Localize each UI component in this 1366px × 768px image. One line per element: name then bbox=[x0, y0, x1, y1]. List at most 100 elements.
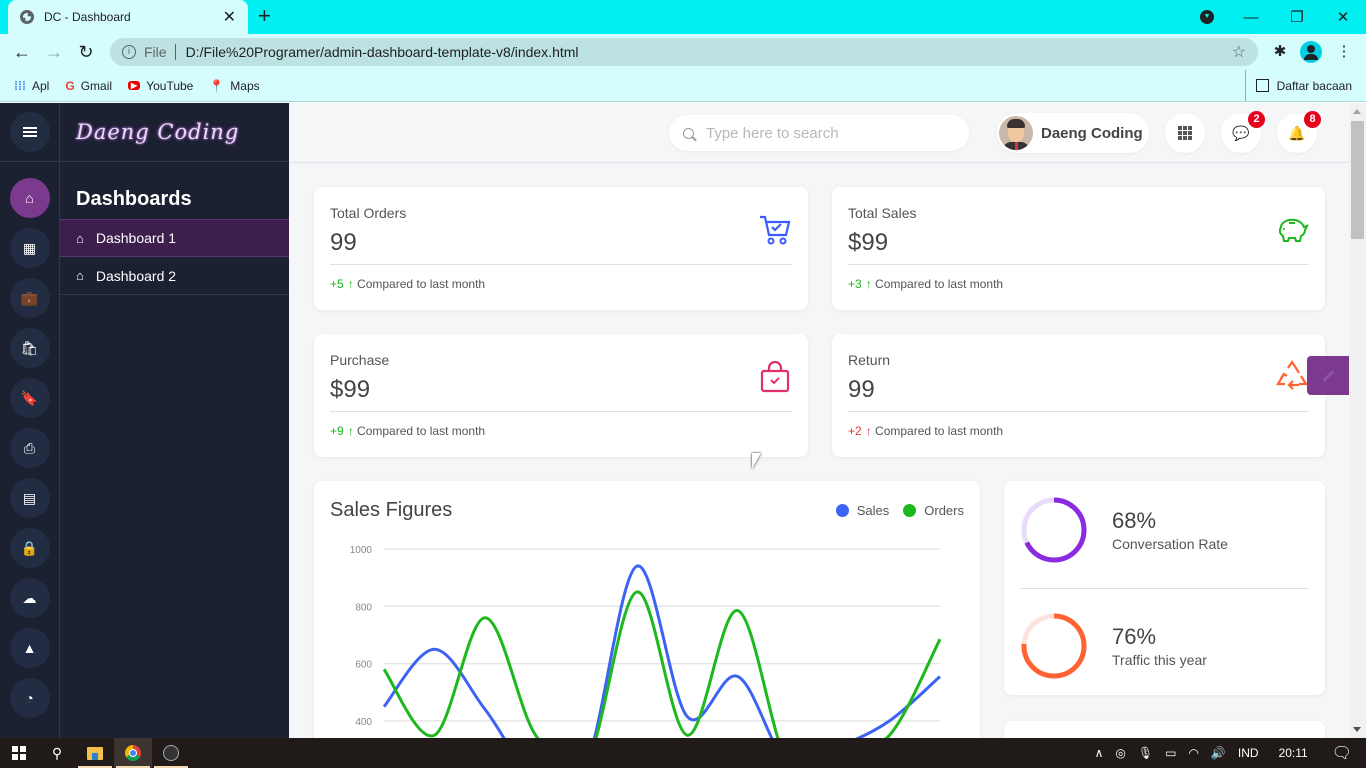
restore-button[interactable]: ❐ bbox=[1290, 9, 1304, 26]
rail-print-button[interactable]: ⎙ bbox=[9, 428, 50, 468]
minimize-button[interactable]: — bbox=[1243, 8, 1259, 26]
bookmark-star-icon[interactable]: ☆ bbox=[1231, 44, 1246, 61]
cloud-download-icon: ☁ bbox=[22, 589, 37, 606]
rail-bookmark-button[interactable]: 🔖 bbox=[9, 378, 50, 418]
profile-avatar-icon[interactable] bbox=[1300, 41, 1322, 63]
sales-line-chart[interactable]: 1000 800 600 400 bbox=[314, 531, 980, 738]
action-center-icon[interactable]: 🗨 bbox=[1331, 745, 1352, 762]
stat-card-purchase: Purchase $99 +9 ↑ Compared to last month bbox=[314, 334, 808, 457]
series-line-sales[interactable] bbox=[382, 564, 941, 738]
windows-taskbar: ⚲ ∧ ◎ 🎙 ▭ ◠ 🔊 IND 20:11 🗨 bbox=[0, 738, 1366, 768]
menu-toggle-button[interactable] bbox=[9, 112, 50, 152]
stat-card-total-sales: Total Sales $99 +3 ↑ Compared to last mon… bbox=[832, 187, 1325, 310]
stat-label: Purchase bbox=[330, 352, 390, 368]
pencil-icon bbox=[1321, 369, 1335, 382]
browser-toolbar: ← → ↻ i File D:/File%20Programer/admin-d… bbox=[0, 34, 1366, 70]
rail-invoice-button[interactable]: ▤ bbox=[9, 478, 50, 518]
series-line-orders[interactable] bbox=[382, 590, 942, 738]
rail-lock-button[interactable]: 🔒 bbox=[9, 528, 50, 568]
shopping-bag-icon: 🛍 bbox=[20, 339, 39, 356]
reload-button[interactable]: ↻ bbox=[78, 42, 94, 62]
forward-button[interactable]: → bbox=[45, 42, 63, 62]
pie-chart-icon: ◔ bbox=[25, 690, 34, 706]
stat-label: Return bbox=[848, 352, 891, 368]
bookmark-label: Gmail bbox=[80, 78, 113, 93]
theme-customizer-button[interactable] bbox=[1307, 356, 1349, 395]
sidebar-item-label: Dashboard 2 bbox=[95, 267, 177, 284]
address-bar[interactable]: i File D:/File%20Programer/admin-dashboa… bbox=[110, 38, 1258, 66]
messages-button[interactable]: 💬 2 bbox=[1221, 111, 1265, 153]
close-window-button[interactable]: ✕ bbox=[1336, 9, 1350, 26]
rail-home-button[interactable]: ⌂ bbox=[9, 178, 50, 218]
language-indicator[interactable]: IND bbox=[1237, 746, 1259, 760]
search-input[interactable] bbox=[706, 124, 946, 142]
legend-label[interactable]: Sales bbox=[856, 503, 890, 518]
chrome-taskbar-button[interactable] bbox=[114, 738, 152, 768]
sidebar-item-dashboard-1[interactable]: ⌂ Dashboard 1 bbox=[60, 219, 289, 257]
home-icon: ⌂ bbox=[25, 190, 34, 206]
notifications-button[interactable]: 🔔 8 bbox=[1277, 111, 1321, 153]
start-button[interactable] bbox=[0, 738, 38, 768]
stat-label: Total Sales bbox=[848, 205, 917, 221]
stat-footer: +2 ↑ Compared to last month bbox=[848, 424, 1003, 438]
file-explorer-button[interactable] bbox=[76, 738, 114, 768]
stat-footer: +9 ↑ Compared to last month bbox=[330, 424, 485, 438]
legend-label[interactable]: Orders bbox=[924, 503, 964, 518]
browser-tab-strip: DC - Dashboard ✕ + ▼ — ❐ ✕ bbox=[0, 0, 1366, 34]
bookmark-gmail[interactable]: G Gmail bbox=[65, 79, 112, 93]
rail-chart-button[interactable]: ◔ bbox=[9, 678, 50, 718]
wifi-icon[interactable]: ◠ bbox=[1188, 746, 1199, 760]
scroll-thumb[interactable] bbox=[1351, 121, 1364, 239]
extensions-puzzle-icon[interactable]: ✱ bbox=[1273, 43, 1287, 60]
search-icon bbox=[683, 127, 694, 139]
search-box[interactable] bbox=[669, 115, 969, 151]
reading-list-button[interactable]: Daftar bacaan bbox=[1244, 70, 1352, 101]
stat-value: 99 bbox=[848, 376, 875, 403]
rail-cone-button[interactable]: ▲ bbox=[9, 628, 50, 668]
search-taskbar-button[interactable]: ⚲ bbox=[38, 738, 76, 768]
browser-tab[interactable]: DC - Dashboard ✕ bbox=[8, 0, 248, 34]
rail-briefcase-button[interactable]: 💼 bbox=[9, 278, 50, 318]
apps-button[interactable] bbox=[1165, 113, 1205, 153]
battery-icon[interactable]: ▭ bbox=[1165, 746, 1177, 760]
home-outline-icon: ⌂ bbox=[76, 268, 84, 283]
rail-apps-button[interactable]: ▦ bbox=[9, 228, 50, 268]
stat-card-total-orders: Total Orders 99 +5 ↑ Compared to last mon… bbox=[314, 187, 808, 310]
volume-icon[interactable]: 🔊 bbox=[1210, 746, 1226, 760]
info-icon[interactable]: i bbox=[122, 45, 136, 59]
bookmark-maps[interactable]: 📍 Maps bbox=[209, 79, 259, 93]
logo[interactable]: Daeng Coding bbox=[60, 103, 289, 162]
scroll-down-arrow[interactable] bbox=[1353, 727, 1361, 732]
obs-tray-icon[interactable]: ◎ bbox=[1115, 746, 1126, 760]
system-tray: ∧ ◎ 🎙 ▭ ◠ 🔊 IND 20:11 🗨 bbox=[1089, 738, 1366, 768]
tab-search-icon[interactable]: ▼ bbox=[1200, 10, 1214, 24]
user-menu[interactable]: Daeng Coding bbox=[997, 113, 1149, 153]
microphone-icon[interactable]: 🎙 bbox=[1137, 746, 1154, 760]
bookmark-label: Maps bbox=[230, 78, 260, 93]
clock[interactable]: 20:11 bbox=[1278, 746, 1308, 760]
bookmark-label: Apl bbox=[32, 78, 50, 93]
sidebar-item-dashboard-2[interactable]: ⌂ Dashboard 2 bbox=[60, 257, 289, 295]
arrow-up-icon: ↑ bbox=[865, 424, 876, 438]
bookmark-apps[interactable]: ⁞⁞⁞ Apl bbox=[14, 79, 49, 93]
back-button[interactable]: ← bbox=[13, 42, 31, 62]
browser-menu-icon[interactable]: ⋮ bbox=[1336, 43, 1352, 60]
url-text[interactable]: D:/File%20Programer/admin-dashboard-temp… bbox=[185, 44, 579, 60]
chrome-icon bbox=[125, 745, 141, 761]
new-tab-button[interactable]: + bbox=[258, 3, 271, 28]
rail-cloud-button[interactable]: ☁ bbox=[9, 578, 50, 618]
scroll-up-arrow[interactable] bbox=[1353, 109, 1361, 114]
arrow-up-icon: ↑ bbox=[865, 277, 876, 291]
page-scrollbar[interactable] bbox=[1349, 103, 1366, 738]
close-tab-icon[interactable]: ✕ bbox=[222, 9, 236, 26]
bookmark-youtube[interactable]: ▶ YouTube bbox=[128, 79, 193, 93]
stat-value: $99 bbox=[848, 229, 889, 256]
maps-pin-icon: 📍 bbox=[209, 78, 225, 93]
hamburger-icon bbox=[22, 127, 37, 137]
rail-shop-button[interactable]: 🛍 bbox=[9, 328, 50, 368]
recycle-icon bbox=[1276, 360, 1308, 390]
dashboard-app: ⌂ ▦ 💼 🛍 🔖 ⎙ ▤ 🔒 ☁ ▲ ◔ Daeng Coding Dashb… bbox=[0, 103, 1366, 738]
chevron-up-icon[interactable]: ∧ bbox=[1094, 746, 1104, 760]
obs-taskbar-button[interactable] bbox=[152, 738, 190, 768]
donut-gauge bbox=[1021, 613, 1087, 679]
